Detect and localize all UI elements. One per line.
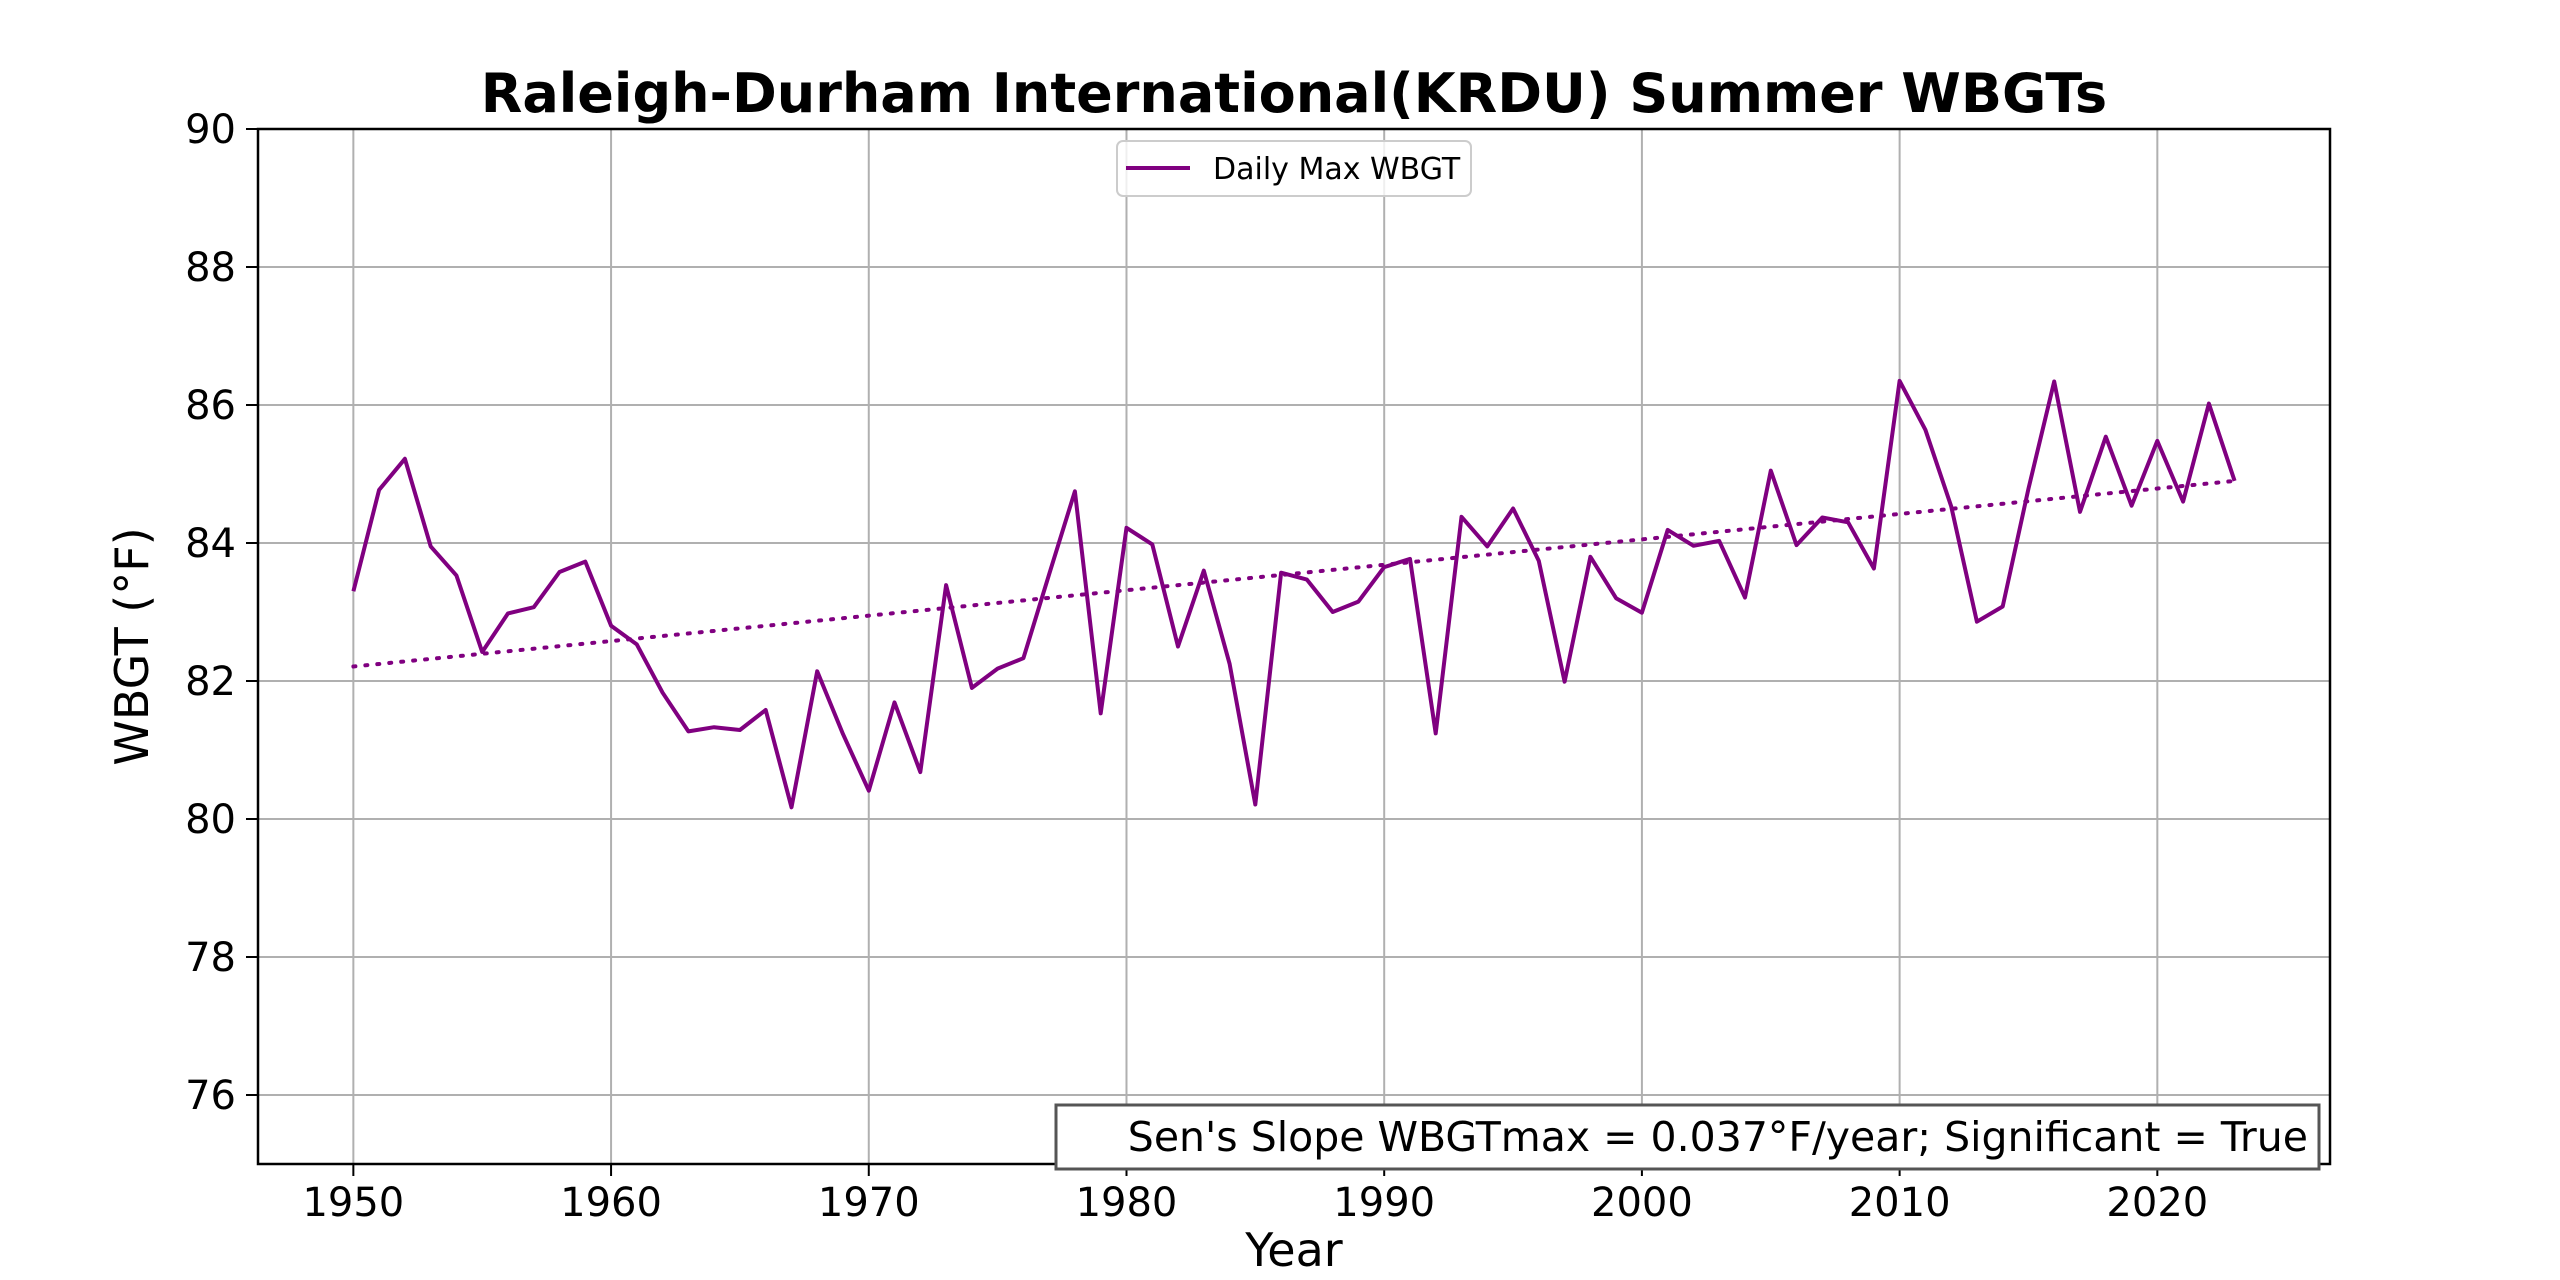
chart-title: Raleigh-Durham International(KRDU) Summe… (481, 62, 2107, 125)
x-tick-label-1970: 1970 (818, 1180, 920, 1226)
x-tick-label-1950: 1950 (302, 1180, 404, 1226)
x-axis-title: Year (1244, 1223, 1342, 1277)
y-tick-label-84: 84 (185, 521, 236, 567)
y-axis-title: WBGT (°F) (105, 527, 159, 765)
y-tick-label-82: 82 (185, 659, 236, 705)
trend-line (351, 478, 2237, 669)
legend: Daily Max WBGT (1116, 140, 1472, 197)
y-tick-label-90: 90 (185, 107, 236, 153)
legend-label-daily-max-wbgt: Daily Max WBGT (1213, 152, 1461, 187)
x-tick-label-2000: 2000 (1591, 1180, 1693, 1226)
x-tick-label-1990: 1990 (1333, 1180, 1435, 1226)
y-tick-label-80: 80 (185, 797, 236, 843)
x-tick-label-2020: 2020 (2106, 1180, 2208, 1226)
sens-slope-annotation: Sen's Slope WBGTmax = 0.037°F/year; Sign… (1054, 1103, 2321, 1171)
y-tick-label-78: 78 (185, 935, 236, 981)
data-series (351, 378, 2237, 810)
y-tick-label-88: 88 (185, 245, 236, 291)
annotation-box (1054, 1103, 2321, 1171)
legend-box (1116, 140, 1472, 197)
y-tick-label-86: 86 (185, 383, 236, 429)
x-tick-label-1960: 1960 (560, 1180, 662, 1226)
series-line-daily-max-wbgt (351, 378, 2237, 810)
x-tick-label-1980: 1980 (1076, 1180, 1178, 1226)
axis-ticks: 1950 1960 1970 1980 1990 2000 2010 2020 76 78 80 82… (185, 107, 2208, 1226)
x-tick-label-2010: 2010 (1849, 1180, 1951, 1226)
y-tick-label-76: 76 (185, 1073, 236, 1119)
annotation-text: Sen's Slope WBGTmax = 0.037°F/year; Sign… (1128, 1113, 2308, 1161)
gridlines (258, 128, 2330, 1164)
